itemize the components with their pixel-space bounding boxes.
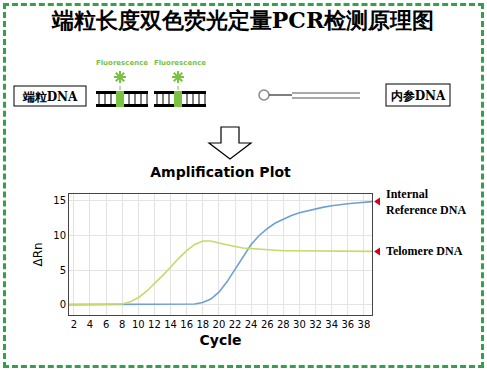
svg-text:6: 6: [103, 319, 109, 330]
svg-text:28: 28: [277, 319, 290, 330]
svg-text:2: 2: [71, 319, 77, 330]
svg-text:16: 16: [180, 319, 193, 330]
svg-text:24: 24: [245, 319, 258, 330]
svg-text:Fluorescence: Fluorescence: [96, 59, 148, 67]
svg-text:15: 15: [53, 195, 66, 206]
svg-text:14: 14: [164, 319, 177, 330]
svg-text:ΔRn: ΔRn: [31, 242, 45, 266]
svg-text:Telomere DNA: Telomere DNA: [386, 244, 463, 258]
svg-text:端粒DNA: 端粒DNA: [22, 90, 78, 104]
svg-text:内参DNA: 内参DNA: [391, 89, 446, 103]
svg-text:Fluorescence: Fluorescence: [154, 59, 206, 67]
svg-text:4: 4: [87, 319, 93, 330]
svg-text:32: 32: [309, 319, 322, 330]
svg-text:18: 18: [196, 319, 209, 330]
svg-text:0: 0: [60, 299, 66, 310]
svg-text:38: 38: [358, 319, 371, 330]
svg-text:Amplification Plot: Amplification Plot: [150, 164, 291, 180]
svg-text:8: 8: [119, 319, 125, 330]
svg-text:InternalReference DNA: InternalReference DNA: [386, 187, 466, 217]
svg-text:26: 26: [261, 319, 274, 330]
svg-text:36: 36: [341, 319, 354, 330]
svg-text:12: 12: [148, 319, 161, 330]
svg-text:5: 5: [60, 265, 66, 276]
svg-text:Cycle: Cycle: [200, 332, 242, 348]
svg-text:34: 34: [325, 319, 338, 330]
svg-text:10: 10: [53, 230, 66, 241]
svg-text:30: 30: [293, 319, 306, 330]
svg-text:端粒长度双色荧光定量PCR检测原理图: 端粒长度双色荧光定量PCR检测原理图: [51, 7, 434, 33]
svg-text:10: 10: [132, 319, 145, 330]
svg-text:20: 20: [213, 319, 226, 330]
svg-text:22: 22: [229, 319, 242, 330]
